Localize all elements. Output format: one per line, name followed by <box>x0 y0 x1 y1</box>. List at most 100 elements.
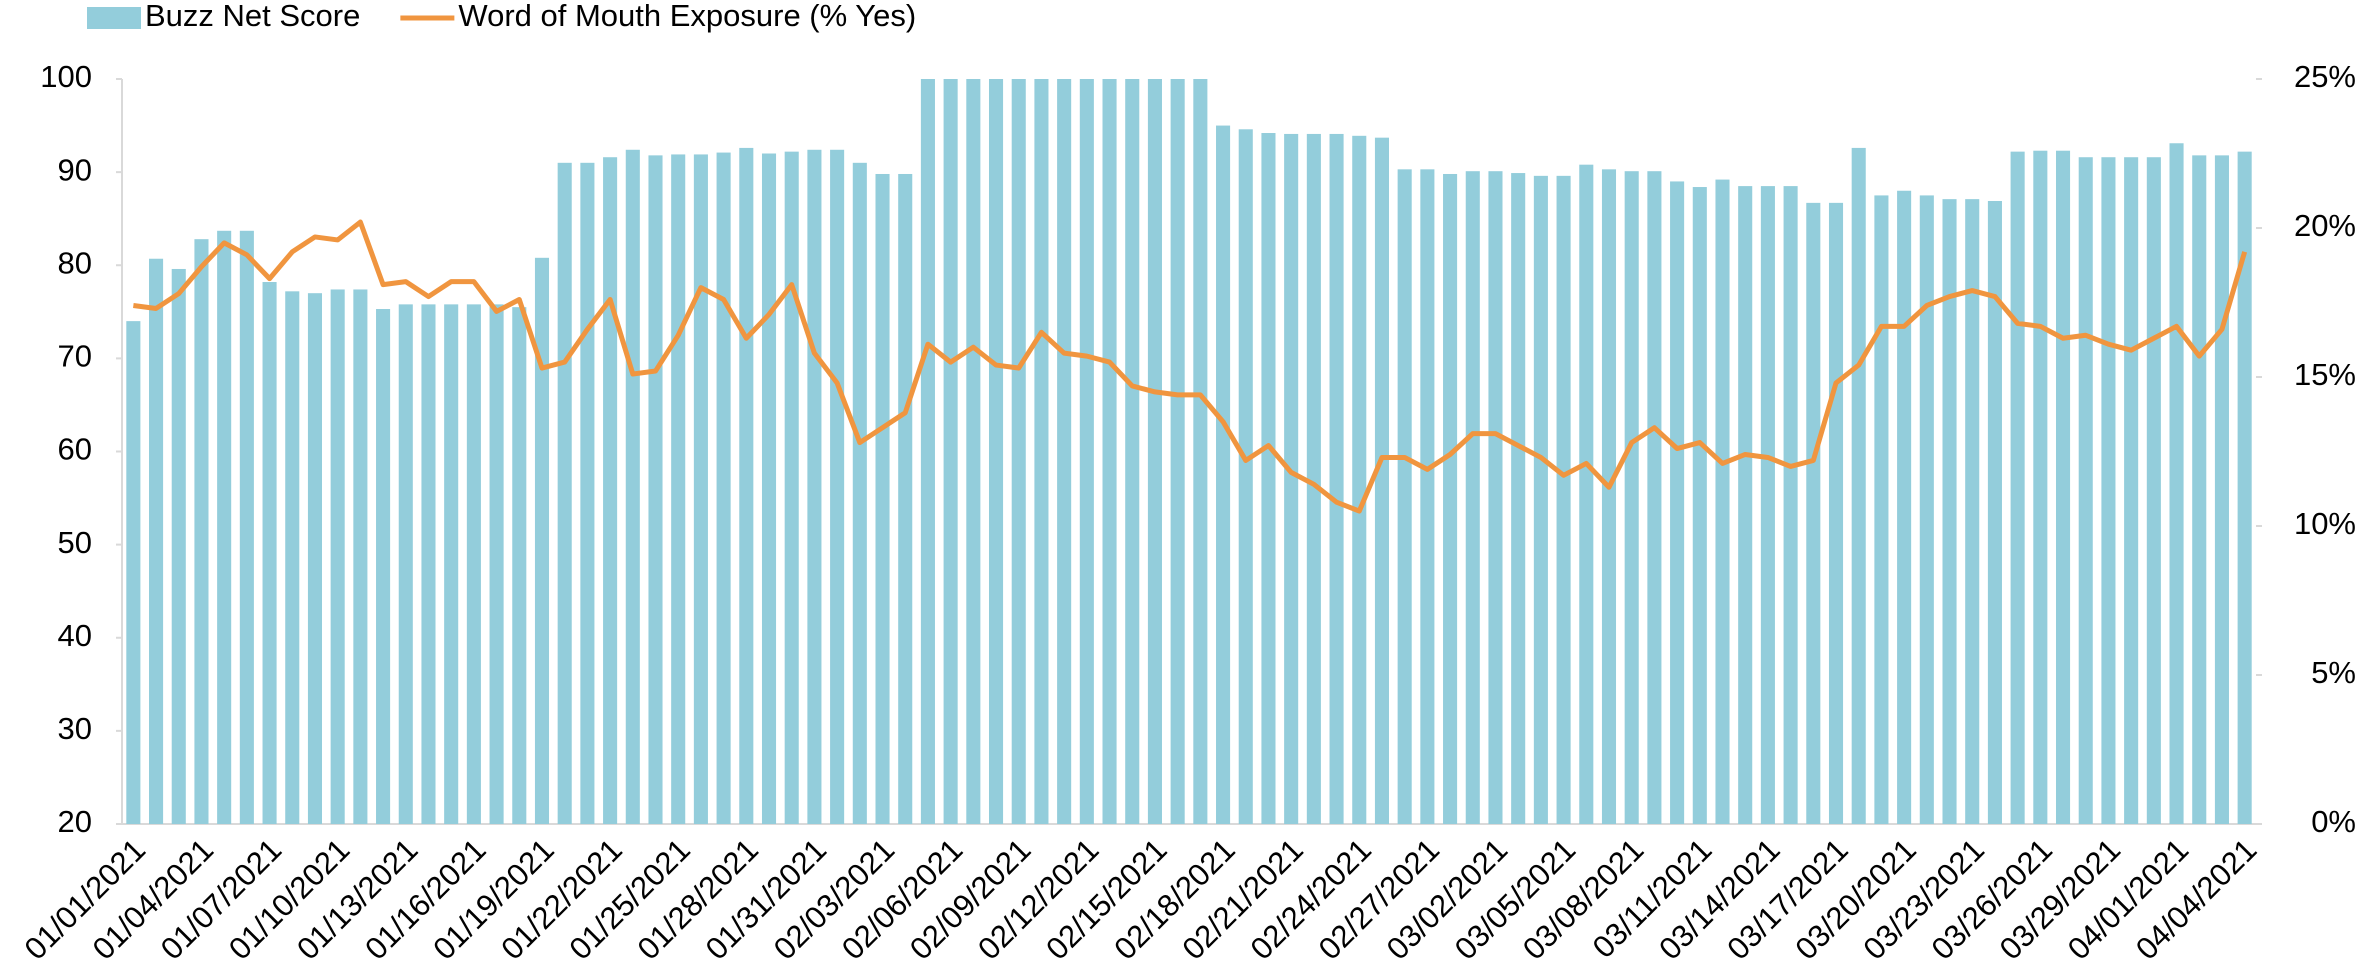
bar <box>1738 186 1753 824</box>
bar <box>671 154 686 824</box>
bar <box>2237 151 2252 824</box>
bar <box>1806 202 1821 824</box>
bar <box>1284 133 1299 825</box>
bar <box>1579 164 1594 825</box>
bar <box>1874 195 1889 824</box>
bar <box>2192 155 2207 825</box>
bar <box>421 304 436 824</box>
bar <box>2146 157 2161 825</box>
bar <box>943 79 958 824</box>
bar <box>1420 169 1435 825</box>
bar <box>898 173 913 825</box>
bar <box>1329 133 1344 825</box>
y-tick-label: 100 <box>40 59 92 94</box>
bar <box>1828 202 1844 824</box>
bar <box>171 268 186 825</box>
y-tick-label: 50 <box>58 525 92 560</box>
bar <box>239 230 254 824</box>
bar <box>444 304 459 824</box>
bar <box>1034 79 1049 824</box>
bar <box>1057 79 1072 824</box>
bar <box>1851 147 1866 825</box>
bar <box>1443 173 1458 825</box>
bar <box>625 149 640 824</box>
y-tick-label: 80 <box>58 245 92 280</box>
bar <box>489 304 504 824</box>
bar <box>126 321 141 824</box>
y2-tick-label: 25% <box>2294 59 2356 94</box>
bar <box>988 79 1004 824</box>
bar <box>1692 187 1707 824</box>
bar <box>2124 157 2139 825</box>
legend-swatch <box>87 7 141 29</box>
y-tick-label: 90 <box>58 152 92 187</box>
bar <box>1987 200 2002 824</box>
y-tick-label: 20 <box>58 804 92 839</box>
bar <box>217 230 232 824</box>
bar <box>1397 169 1412 825</box>
bar <box>1533 175 1548 825</box>
y2-tick-label: 5% <box>2311 655 2356 690</box>
bar <box>557 162 572 824</box>
y2-tick-label: 0% <box>2311 804 2356 839</box>
bar <box>1647 171 1662 825</box>
bar <box>1556 175 1571 825</box>
bar <box>784 151 799 824</box>
bar <box>2214 155 2229 825</box>
bar <box>1011 79 1026 824</box>
bar <box>534 257 550 824</box>
bar <box>875 173 890 825</box>
bar <box>1125 79 1140 824</box>
bar <box>648 155 663 825</box>
y-tick-label: 30 <box>58 711 92 746</box>
bar <box>580 162 595 824</box>
bar <box>1465 171 1480 825</box>
bar <box>2078 157 2093 825</box>
bar <box>1216 125 1231 824</box>
bar <box>1511 173 1526 824</box>
bar <box>398 304 413 824</box>
bar <box>307 293 323 824</box>
bar <box>920 79 935 824</box>
bar <box>1942 199 1957 825</box>
line <box>133 219 2248 514</box>
bar <box>1670 181 1685 824</box>
bar <box>330 289 345 824</box>
bar <box>2010 151 2025 824</box>
bar <box>1919 195 1934 824</box>
bar <box>1897 190 1912 824</box>
bar <box>1261 133 1276 824</box>
bar <box>1170 79 1185 824</box>
y-tick-label: 70 <box>58 339 92 374</box>
bar <box>1102 79 1117 824</box>
bar <box>1079 79 1094 824</box>
bar <box>1601 169 1617 825</box>
bar <box>830 149 845 824</box>
bar <box>466 304 481 824</box>
bar <box>1760 186 1775 824</box>
bar <box>716 152 731 825</box>
bar <box>1374 137 1390 824</box>
bar <box>1147 79 1162 824</box>
bar <box>2033 150 2048 825</box>
bar <box>1783 186 1798 824</box>
bar <box>603 157 618 825</box>
y-tick-label: 60 <box>58 432 92 467</box>
bar <box>1238 129 1253 825</box>
bar <box>693 154 708 824</box>
bar <box>1193 79 1208 824</box>
bar <box>807 149 822 824</box>
bar <box>149 258 164 824</box>
bar <box>2101 157 2116 825</box>
bar <box>2055 150 2071 825</box>
bar <box>761 153 777 824</box>
legend-label: Word of Mouth Exposure (% Yes) <box>458 0 916 33</box>
bar <box>194 239 209 825</box>
y2-tick-label: 10% <box>2294 506 2356 541</box>
bar <box>966 79 981 824</box>
bar <box>376 309 391 824</box>
y-tick-label: 40 <box>58 618 92 653</box>
bar <box>512 307 527 824</box>
y2-tick-label: 15% <box>2294 357 2356 392</box>
